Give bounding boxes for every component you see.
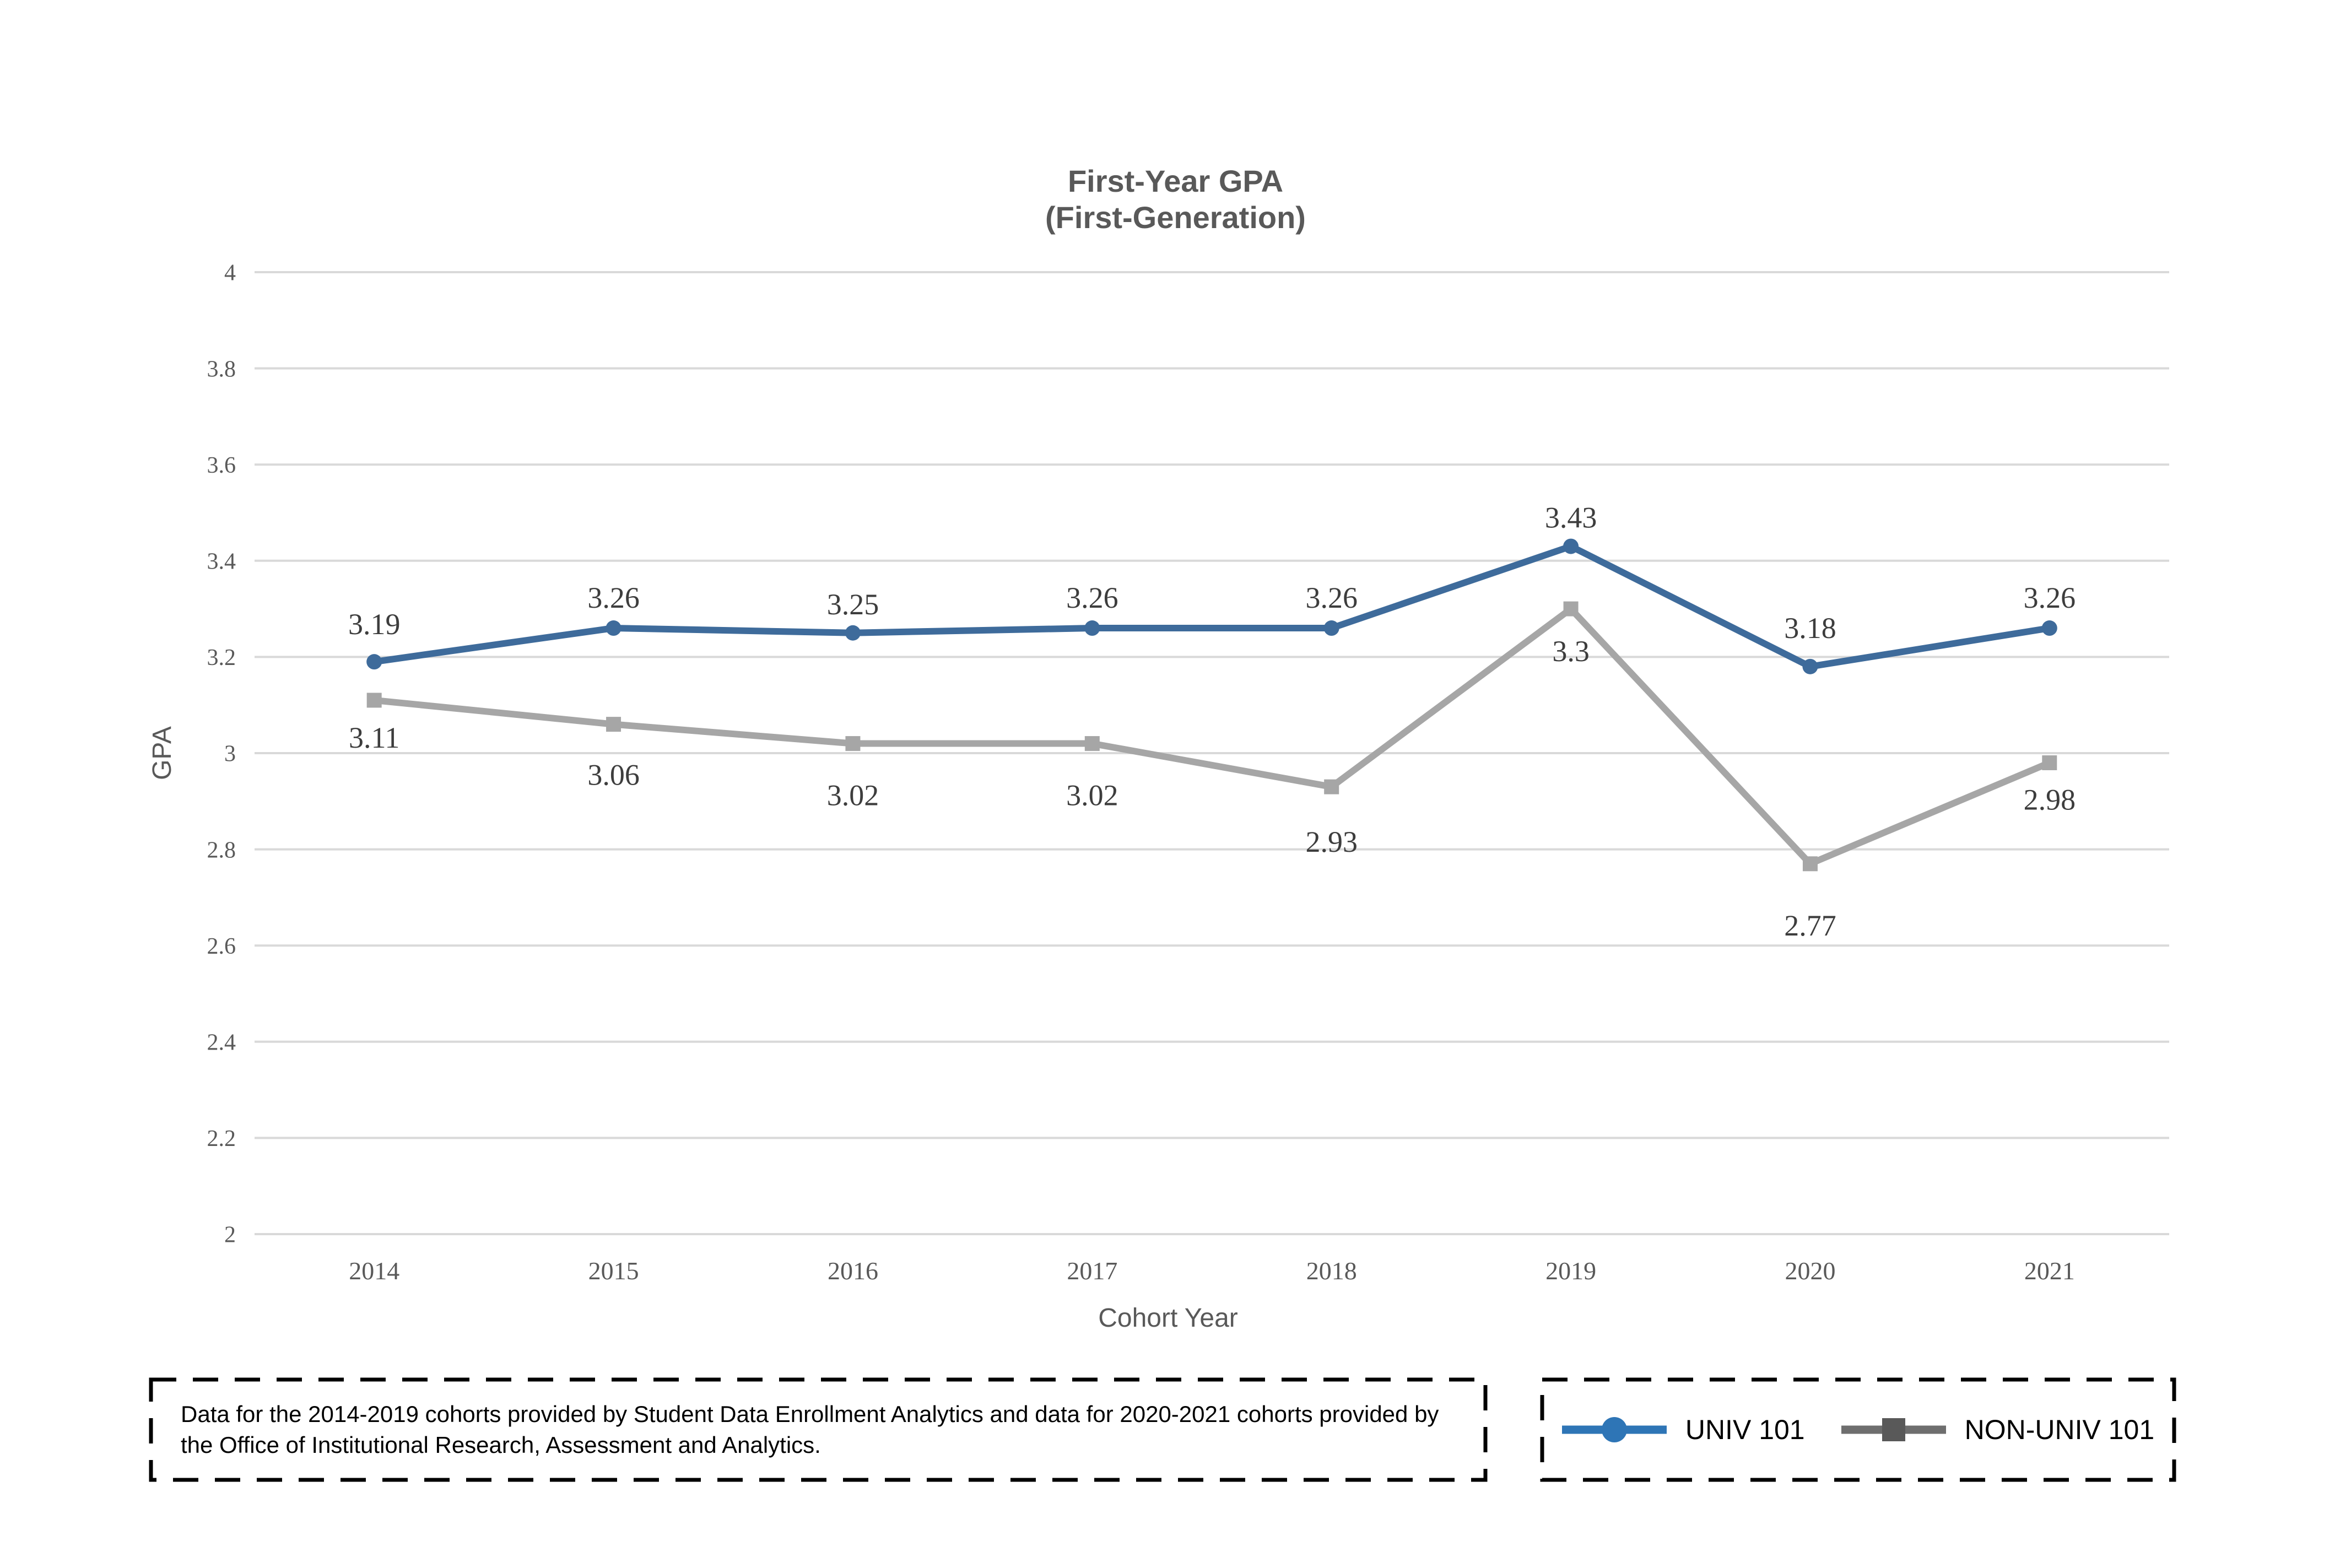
y-tick-label: 2.2 bbox=[207, 1126, 236, 1151]
series-line-non-univ-101 bbox=[374, 604, 2051, 868]
x-tick-label: 2016 bbox=[828, 1257, 878, 1285]
data-label: 2.93 bbox=[1305, 825, 1358, 858]
y-tick-label: 3 bbox=[224, 742, 236, 767]
y-tick-label: 3.6 bbox=[207, 453, 236, 478]
data-point-marker bbox=[1324, 779, 1339, 794]
data-label: 3.3 bbox=[1552, 635, 1590, 668]
y-tick-label: 3.4 bbox=[207, 549, 236, 575]
legend-dashed-border bbox=[1540, 1377, 2176, 1482]
data-label: 3.11 bbox=[349, 721, 400, 754]
data-label: 3.26 bbox=[1066, 581, 1118, 614]
x-tick-label: 2014 bbox=[349, 1257, 399, 1285]
x-tick-label: 2015 bbox=[588, 1257, 639, 1285]
y-tick-label: 3.2 bbox=[207, 645, 236, 671]
data-label: 3.26 bbox=[1305, 581, 1358, 614]
legend-label: NON-UNIV 101 bbox=[1964, 1414, 2155, 1445]
legend-item: UNIV 101 bbox=[1561, 1410, 1805, 1450]
chart-title-line2: (First-Generation) bbox=[1045, 200, 1306, 235]
chart-title-line1: First-Year GPA bbox=[1067, 164, 1284, 198]
y-axis-title: GPA bbox=[148, 726, 177, 780]
x-tick-label: 2019 bbox=[1545, 1257, 1596, 1285]
data-label: 2.77 bbox=[1784, 909, 1836, 942]
data-label: 3.19 bbox=[348, 608, 401, 641]
data-label: 2.98 bbox=[2024, 783, 2076, 816]
data-label: 3.26 bbox=[2024, 581, 2076, 614]
data-point-marker bbox=[366, 693, 382, 708]
data-label: 3.25 bbox=[827, 588, 879, 621]
chart-legend: UNIV 101 NON-UNIV 101 bbox=[1561, 1410, 2155, 1450]
y-tick-label: 2.8 bbox=[207, 837, 236, 863]
data-point-marker bbox=[1084, 736, 1100, 751]
legend-label: UNIV 101 bbox=[1685, 1414, 1805, 1445]
legend-item: NON-UNIV 101 bbox=[1841, 1410, 2155, 1450]
data-label: 3.06 bbox=[587, 759, 640, 792]
data-label: 3.02 bbox=[827, 779, 879, 812]
data-point-marker bbox=[606, 620, 621, 636]
x-tick-label: 2017 bbox=[1067, 1257, 1117, 1285]
data-point-marker bbox=[366, 654, 382, 670]
data-point-marker bbox=[845, 625, 861, 641]
x-tick-label: 2018 bbox=[1306, 1257, 1357, 1285]
x-axis-title: Cohort Year bbox=[1098, 1304, 1238, 1333]
series-line-univ-101 bbox=[374, 543, 2050, 671]
y-tick-label: 2 bbox=[224, 1223, 236, 1248]
data-point-marker bbox=[1563, 601, 1579, 617]
data-point-marker bbox=[1084, 620, 1100, 636]
footnote-dashed-border bbox=[149, 1377, 1488, 1482]
data-point-marker bbox=[845, 736, 861, 751]
legend-box: UNIV 101 NON-UNIV 101 bbox=[1540, 1377, 2176, 1482]
data-label: 3.02 bbox=[1066, 779, 1118, 812]
data-point-marker bbox=[2041, 620, 2057, 636]
data-point-marker bbox=[606, 717, 621, 732]
legend-circle-marker-icon bbox=[1561, 1417, 1667, 1442]
y-tick-label: 3.8 bbox=[207, 356, 236, 382]
data-label: 3.43 bbox=[1545, 501, 1597, 534]
chart-title: First-Year GPA (First-Generation) bbox=[0, 163, 2351, 236]
data-label: 3.18 bbox=[1784, 612, 1836, 645]
data-label: 3.26 bbox=[587, 581, 640, 614]
y-tick-label: 2.6 bbox=[207, 934, 236, 959]
footnote-box: Data for the 2014-2019 cohorts provided … bbox=[149, 1377, 1488, 1482]
legend-square-marker-icon bbox=[1841, 1418, 1946, 1441]
data-point-marker bbox=[1323, 620, 1339, 636]
y-tick-label: 2.4 bbox=[207, 1030, 236, 1056]
data-point-marker bbox=[1802, 856, 1818, 872]
data-point-marker bbox=[1563, 538, 1579, 554]
data-point-marker bbox=[1802, 658, 1818, 674]
x-tick-label: 2021 bbox=[2024, 1257, 2075, 1285]
y-tick-label: 4 bbox=[224, 261, 236, 286]
x-tick-label: 2020 bbox=[1785, 1257, 1835, 1285]
footnote-text: Data for the 2014-2019 cohorts provided … bbox=[181, 1401, 1439, 1458]
data-point-marker bbox=[2042, 755, 2057, 770]
